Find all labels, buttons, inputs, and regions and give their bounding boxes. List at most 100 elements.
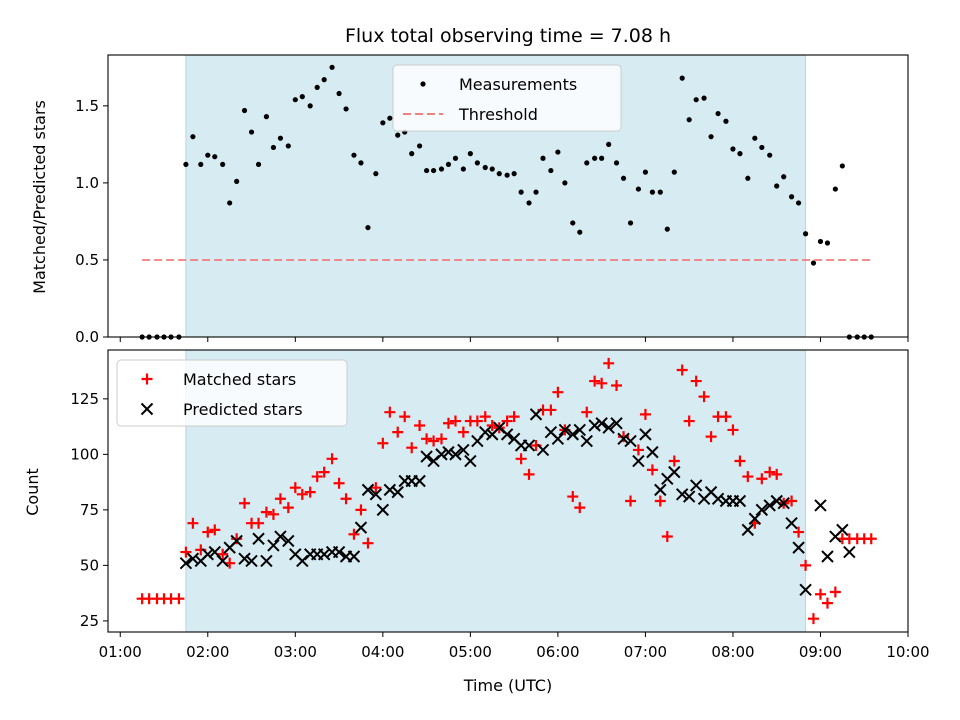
data-point (369, 488, 383, 501)
x-axis-label: Time (UTC) (463, 676, 552, 695)
data-point (267, 539, 280, 552)
data-point (752, 135, 758, 141)
data-point (632, 454, 645, 468)
data-point (442, 417, 454, 429)
data-point (248, 129, 255, 135)
data-point (723, 118, 729, 124)
data-point (198, 161, 204, 168)
data-point (558, 423, 572, 437)
data-point (311, 471, 323, 483)
data-point (252, 532, 265, 545)
data-point (373, 171, 379, 177)
data-point (479, 425, 492, 439)
data-point (639, 408, 651, 420)
data-point (668, 455, 680, 467)
data-point (241, 107, 248, 114)
data-point (567, 491, 579, 503)
data-point (260, 554, 273, 568)
data-point (406, 442, 418, 454)
data-point (632, 444, 644, 456)
data-point (617, 432, 630, 446)
data-point (676, 364, 688, 376)
data-point (355, 504, 367, 516)
data-point (370, 482, 382, 494)
data-point (361, 483, 375, 497)
data-point (332, 545, 346, 559)
data-point (788, 194, 795, 200)
data-point (770, 494, 783, 508)
x-tick-label: 03:00 (274, 643, 317, 661)
data-point (209, 524, 221, 536)
legend-label: Measurements (459, 75, 577, 94)
data-point (733, 494, 747, 508)
data-point (464, 454, 477, 468)
data-point (383, 483, 397, 497)
data-point (282, 502, 294, 514)
data-point (577, 229, 583, 235)
data-point (595, 417, 608, 430)
data-point (457, 426, 469, 438)
data-point (358, 160, 364, 166)
data-point (482, 164, 488, 171)
data-point (686, 117, 692, 123)
data-point (474, 160, 480, 166)
data-point (296, 488, 308, 500)
data-point (365, 224, 371, 231)
data-point (689, 479, 703, 492)
data-point (431, 167, 437, 174)
data-point (173, 593, 185, 605)
legend-label: Threshold (458, 105, 538, 124)
data-point (529, 408, 543, 421)
data-point (649, 189, 656, 195)
data-point (489, 166, 495, 172)
data-point (814, 588, 826, 600)
data-point (392, 426, 404, 438)
data-point (479, 411, 491, 423)
data-point (285, 143, 291, 149)
data-point (260, 506, 272, 518)
x-tick-label: 02:00 (186, 643, 229, 661)
data-point (435, 433, 447, 445)
data-point (574, 502, 586, 514)
data-point (742, 471, 754, 483)
data-point (675, 488, 689, 501)
data-point (314, 84, 320, 90)
data-point (395, 132, 401, 138)
data-point (807, 613, 819, 625)
data-point (522, 439, 536, 452)
data-point (362, 537, 374, 549)
data-point (416, 143, 423, 149)
data-point (693, 97, 699, 103)
data-point (304, 486, 316, 498)
data-point (829, 586, 841, 598)
data-point (610, 417, 623, 430)
data-point (668, 465, 681, 479)
data-point (347, 550, 361, 563)
data-point (307, 103, 313, 109)
x-tick-label: 05:00 (449, 643, 492, 661)
data-point (452, 155, 459, 161)
data-point (624, 434, 637, 448)
data-point (202, 526, 214, 538)
data-point (187, 517, 199, 529)
data-point (282, 534, 295, 548)
data-point (824, 240, 831, 246)
data-point (333, 477, 345, 489)
data-point (343, 106, 349, 112)
data-point (299, 94, 305, 100)
data-point (348, 528, 360, 540)
data-point (785, 516, 798, 530)
y-tick-label: 125 (70, 390, 99, 408)
y-tick-label: 100 (70, 445, 99, 463)
data-point (654, 483, 667, 497)
data-point (606, 141, 612, 147)
data-point (376, 503, 390, 517)
data-point (555, 149, 561, 155)
data-point (413, 474, 426, 488)
data-point (792, 541, 805, 554)
data-point (548, 167, 554, 174)
data-point (592, 155, 598, 161)
axes-frame (107, 54, 909, 338)
data-point (255, 161, 262, 168)
